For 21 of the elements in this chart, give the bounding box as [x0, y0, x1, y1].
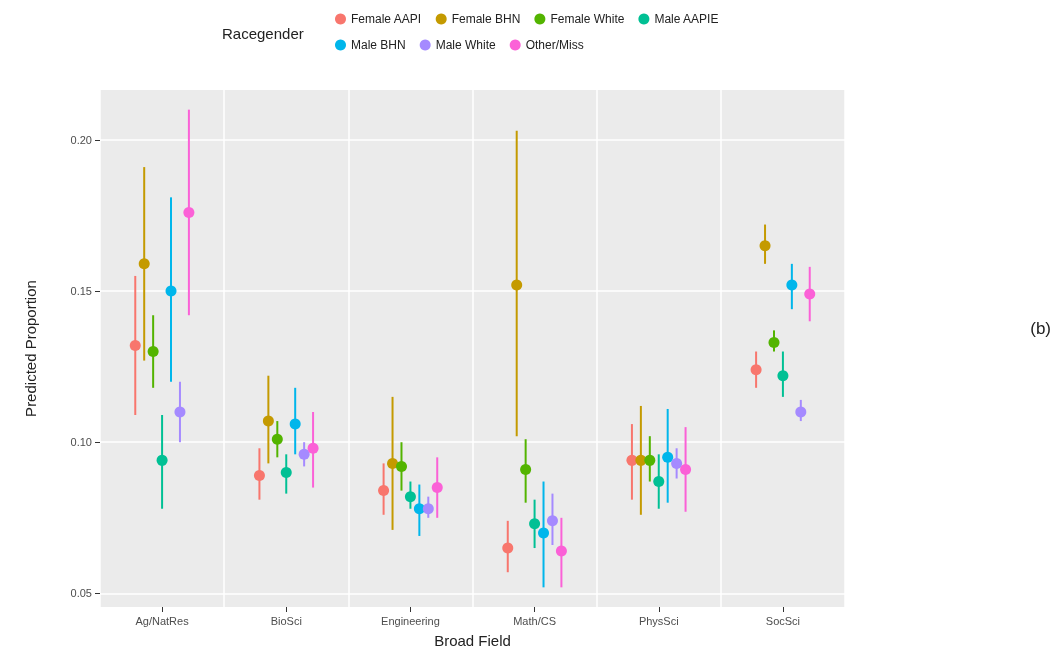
- legend-label: Male BHN: [351, 38, 406, 52]
- legend-label: Other/Miss: [525, 38, 584, 52]
- x-tick-label: Ag/NatRes: [135, 614, 190, 627]
- x-tick-label: PhysSci: [638, 614, 679, 627]
- x-tick-label: Engineering: [381, 614, 440, 627]
- x-axis-title: Broad Field: [434, 632, 511, 649]
- y-tick-label: 0.15: [70, 285, 92, 298]
- y-tick-label: 0.20: [70, 133, 92, 146]
- legend-label: Male White: [435, 38, 497, 52]
- x-tick-label: Math/CS: [513, 614, 556, 627]
- x-tick-label: BioSci: [270, 614, 302, 627]
- x-tick-label: SocSci: [765, 614, 801, 627]
- legend-label: Female BHN: [451, 12, 521, 26]
- y-tick-label: 0.05: [70, 587, 92, 600]
- legend-title: Racegender: [222, 25, 304, 42]
- y-axis-title: Predicted Proportion: [22, 280, 39, 417]
- legend-label: Female AAPI: [351, 12, 422, 26]
- y-tick-label: 0.10: [70, 436, 92, 449]
- text: (b): [1030, 319, 1051, 338]
- legend-label: Male AAPIE: [654, 12, 719, 26]
- legend-label: Female White: [550, 12, 625, 26]
